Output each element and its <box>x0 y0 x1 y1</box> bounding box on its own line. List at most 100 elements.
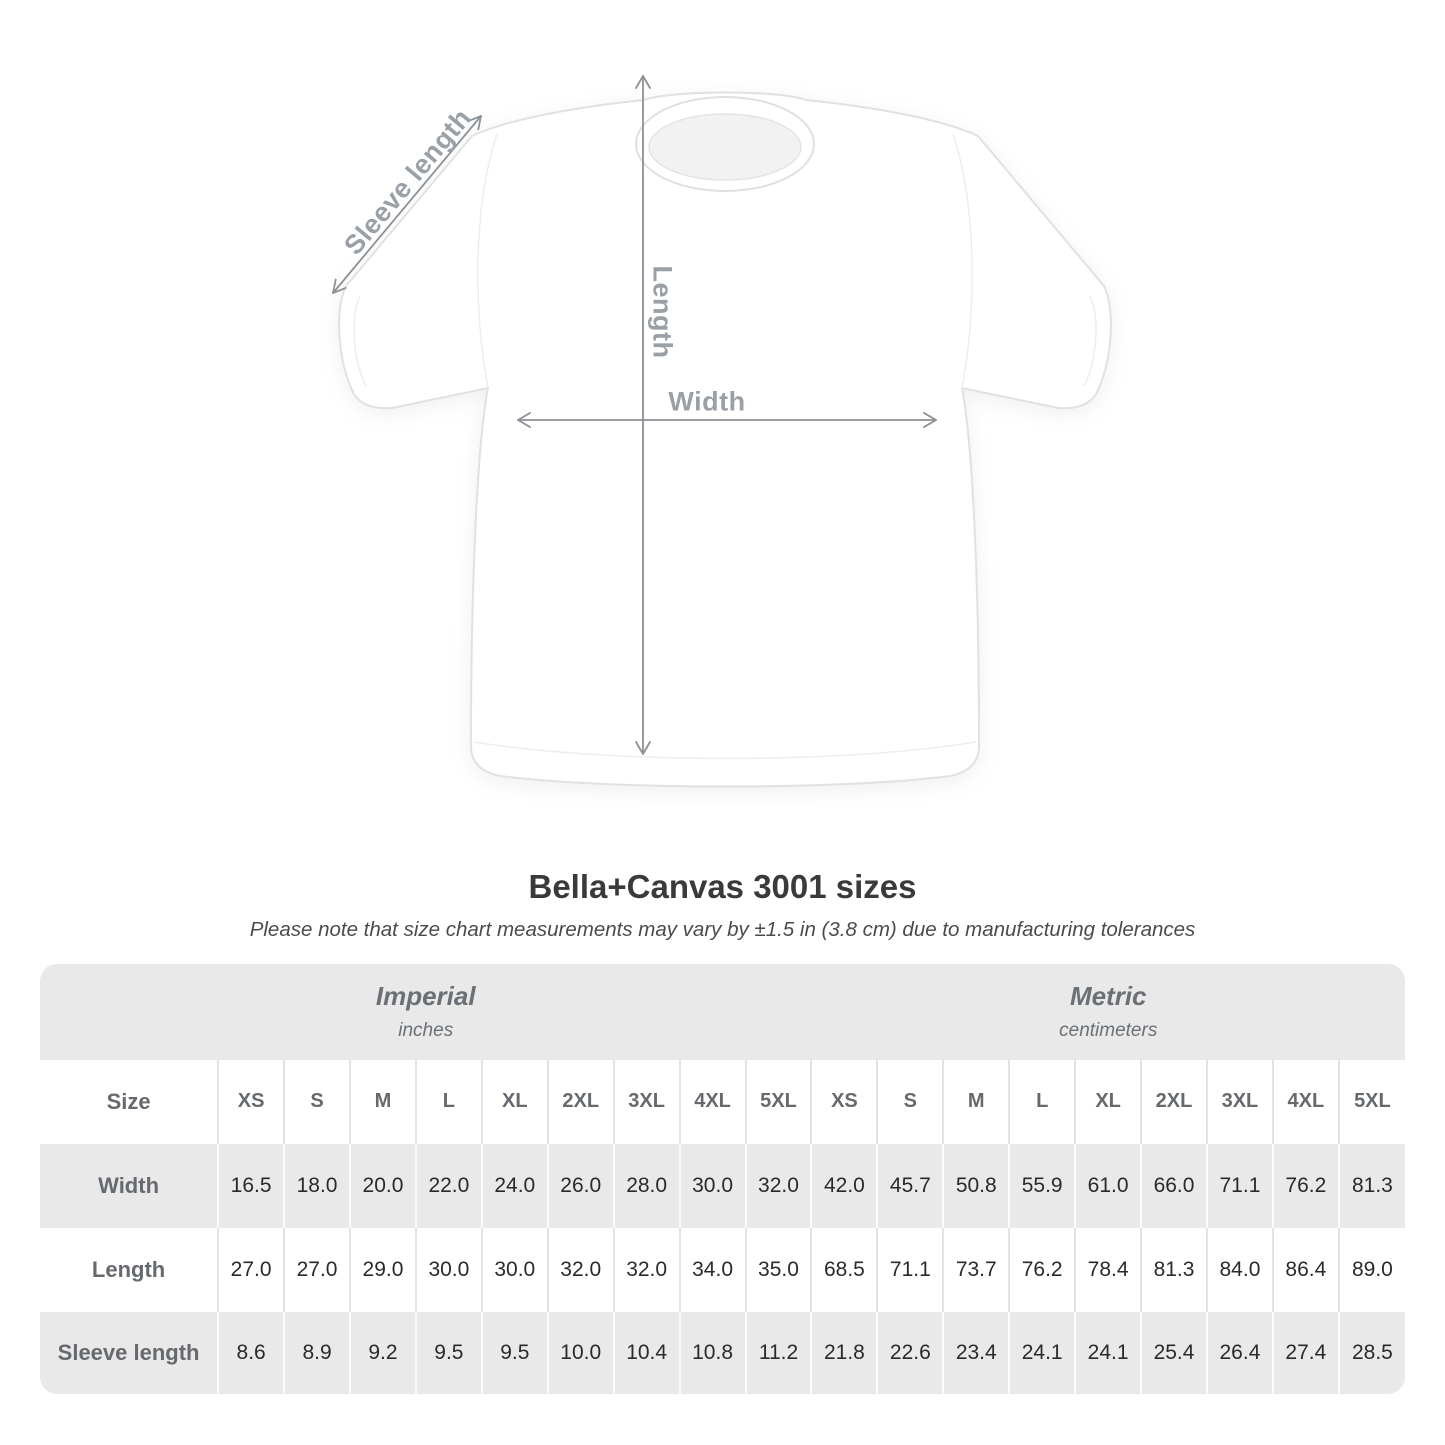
width-imperial-5xl: 32.0 <box>744 1143 812 1228</box>
width-imperial-xs: 16.5 <box>217 1143 285 1228</box>
stitch-details <box>353 133 1097 760</box>
hem-stitch <box>473 741 977 760</box>
length-imperial-xl: 30.0 <box>480 1227 548 1312</box>
tshirt-shape <box>338 91 1112 788</box>
size-header-metric-m: M <box>942 1059 1010 1144</box>
size-table-grid: Imperial inches Metric centimeters Size … <box>40 963 1405 1394</box>
length-imperial-s: 27.0 <box>283 1227 350 1312</box>
length-imperial-4xl: 34.0 <box>678 1227 746 1312</box>
size-header-metric-4xl: 4XL <box>1271 1059 1339 1144</box>
sleeve-arrowhead-top <box>467 115 482 131</box>
size-header-metric-s: S <box>876 1059 944 1144</box>
width-imperial-m: 20.0 <box>349 1143 416 1228</box>
tshirt-body <box>338 91 1112 788</box>
left-sleeve-hem-stitch <box>353 295 367 387</box>
sleeve-arrowhead-bottom <box>332 278 347 294</box>
sleeve-length-imperial-5xl: 11.2 <box>744 1311 812 1394</box>
size-header-metric-l: L <box>1008 1059 1076 1144</box>
length-metric-xl: 78.4 <box>1074 1227 1142 1312</box>
width-imperial-xl: 24.0 <box>480 1143 548 1228</box>
width-metric-2xl: 66.0 <box>1140 1143 1207 1228</box>
sleeve-length-imperial-3xl: 10.4 <box>612 1311 680 1394</box>
width-imperial-3xl: 28.0 <box>612 1143 680 1228</box>
imperial-band-title: Imperial <box>375 981 476 1011</box>
length-imperial-m: 29.0 <box>349 1227 416 1312</box>
imperial-band: Imperial inches <box>40 963 812 1060</box>
sleeve-length-imperial-4xl: 10.8 <box>678 1311 746 1394</box>
size-header-metric-xl: XL <box>1074 1059 1142 1144</box>
size-header-imperial-5xl: 5XL <box>744 1059 812 1144</box>
page-title: Bella+Canvas 3001 sizes <box>528 868 917 905</box>
length-metric-5xl: 89.0 <box>1337 1227 1405 1312</box>
width-metric-l: 55.9 <box>1008 1143 1076 1228</box>
length-label: Length <box>647 265 678 359</box>
length-metric-4xl: 86.4 <box>1271 1227 1339 1312</box>
sleeve-length-metric-5xl: 28.5 <box>1337 1311 1405 1394</box>
size-header-imperial-s: S <box>283 1059 350 1144</box>
length-metric-s: 71.1 <box>876 1227 944 1312</box>
metric-band-unit: centimeters <box>1059 1020 1158 1041</box>
size-table: Imperial inches Metric centimeters Size … <box>40 963 1405 1394</box>
sleeve-length-metric-2xl: 25.4 <box>1140 1311 1207 1394</box>
sleeve-length-metric-xl: 24.1 <box>1074 1311 1142 1394</box>
unit-band-row: Imperial inches Metric centimeters <box>40 963 1405 1060</box>
length-imperial-3xl: 32.0 <box>612 1227 680 1312</box>
right-sleeve-hem-stitch <box>1083 295 1097 387</box>
size-header-imperial-xl: XL <box>480 1059 548 1144</box>
size-header-metric-5xl: 5XL <box>1337 1059 1405 1144</box>
sleeve-length-imperial-2xl: 10.0 <box>546 1311 614 1394</box>
measurement-row-width: Width 16.5 18.0 20.0 22.0 24.0 26.0 28.0 30.0 32.… <box>40 1143 1405 1228</box>
size-column-header: Size <box>40 1059 219 1144</box>
width-imperial-l: 22.0 <box>414 1143 482 1228</box>
width-metric-xl: 61.0 <box>1074 1143 1142 1228</box>
size-header-imperial-2xl: 2XL <box>546 1059 614 1144</box>
sleeve-length-metric-m: 23.4 <box>942 1311 1010 1394</box>
length-metric-3xl: 84.0 <box>1205 1227 1273 1312</box>
sleeve-length-metric-3xl: 26.4 <box>1205 1311 1273 1394</box>
sleeve-length-imperial-xl: 9.5 <box>480 1311 548 1394</box>
measurement-row-length: Length 27.0 27.0 29.0 30.0 30.0 32.0 32.0 34.0 35… <box>40 1227 1405 1312</box>
size-header-metric-3xl: 3XL <box>1205 1059 1273 1144</box>
sleeve-length-metric-s: 22.6 <box>876 1311 944 1394</box>
metric-band: Metric centimeters <box>811 963 1405 1060</box>
width-imperial-s: 18.0 <box>283 1143 350 1228</box>
width-label: Width <box>668 386 746 417</box>
length-imperial-xs: 27.0 <box>217 1227 285 1312</box>
size-header-imperial-xs: XS <box>217 1059 285 1144</box>
row-label-length: Length <box>40 1227 219 1312</box>
sleeve-length-metric-4xl: 27.4 <box>1271 1311 1339 1394</box>
measurement-row-sleeve-length: Sleeve length 8.6 8.9 9.2 9.5 9.5 10.0 10.4 10.8… <box>40 1311 1405 1394</box>
measurement-rows: Width 16.5 18.0 20.0 22.0 24.0 26.0 28.0 30.0 32.… <box>40 1143 1405 1394</box>
imperial-band-unit: inches <box>398 1020 454 1041</box>
length-metric-m: 73.7 <box>942 1227 1010 1312</box>
size-header-row: Size XS S M L XL 2XL 3XL 4XL 5XL XS S M L XL 2XL 3XL 4XL… <box>40 1059 1405 1144</box>
size-header-imperial-3xl: 3XL <box>612 1059 680 1144</box>
size-diagram-figure: Sleeve length Length Width <box>332 75 1112 788</box>
size-header-imperial-4xl: 4XL <box>678 1059 746 1144</box>
sleeve-length-metric-xs: 21.8 <box>810 1311 878 1394</box>
size-header-metric-2xl: 2XL <box>1140 1059 1207 1144</box>
width-metric-4xl: 76.2 <box>1271 1143 1339 1228</box>
length-imperial-l: 30.0 <box>414 1227 482 1312</box>
left-sleeve-seam <box>477 133 498 389</box>
length-imperial-2xl: 32.0 <box>546 1227 614 1312</box>
width-metric-s: 45.7 <box>876 1143 944 1228</box>
right-sleeve-seam <box>952 133 973 389</box>
sleeve-length-metric-l: 24.1 <box>1008 1311 1076 1394</box>
measurement-arrows <box>332 75 937 755</box>
width-imperial-2xl: 26.0 <box>546 1143 614 1228</box>
metric-band-title: Metric <box>1069 981 1147 1011</box>
length-imperial-5xl: 35.0 <box>744 1227 812 1312</box>
sleeve-length-imperial-s: 8.9 <box>283 1311 350 1394</box>
collar-opening <box>648 113 802 181</box>
size-header-imperial-l: L <box>414 1059 482 1144</box>
width-metric-5xl: 81.3 <box>1337 1143 1405 1228</box>
tshirt-diagram-svg <box>332 75 1112 788</box>
size-header-metric-xs: XS <box>810 1059 878 1144</box>
sleeve-length-imperial-m: 9.2 <box>349 1311 416 1394</box>
width-metric-xs: 42.0 <box>810 1143 878 1228</box>
sleeve-length-imperial-l: 9.5 <box>414 1311 482 1394</box>
row-label-sleeve-length: Sleeve length <box>40 1311 219 1394</box>
width-arrowhead-right <box>923 412 937 428</box>
